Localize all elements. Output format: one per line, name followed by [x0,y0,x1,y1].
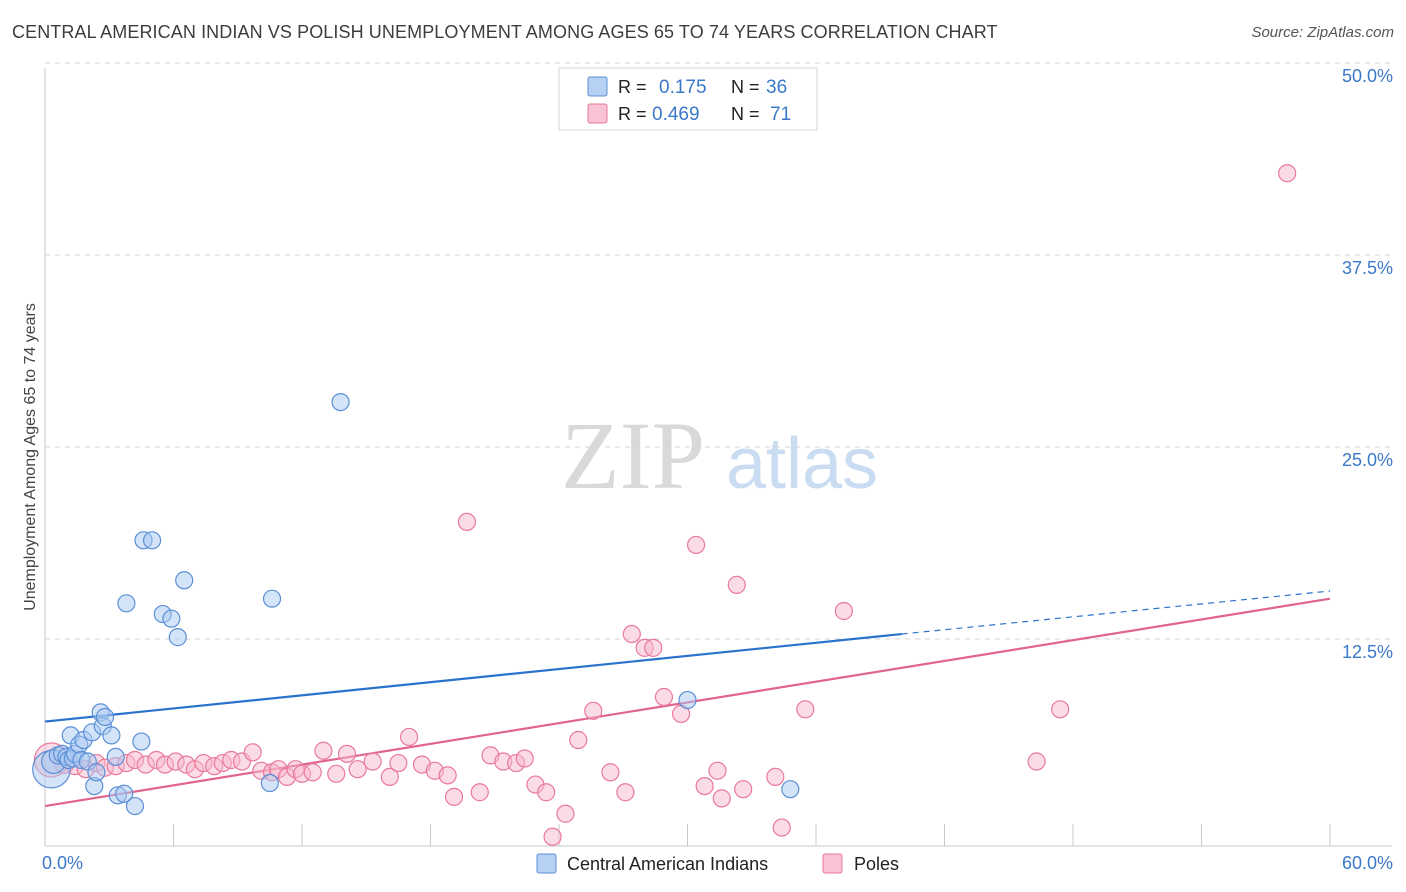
poles-point-40 [457,512,477,532]
central-american-indians-point-31 [175,571,194,590]
poles-point-62 [712,789,731,808]
poles-point-52 [601,763,620,782]
poles-point-45 [515,749,534,768]
x-tick-label-min: 0.0% [42,853,83,873]
poles-point-34 [389,753,408,773]
legend-label-poles[interactable]: Poles [854,854,899,874]
poles-point-47 [537,783,556,802]
poles-point-31 [348,760,367,779]
central-american-indians-point-25 [132,732,151,751]
poles-point-63 [727,575,746,594]
watermark-atlas: atlas [726,424,878,504]
central-american-indians-point-23 [117,594,136,613]
stats-legend-r-value-pink: 0.469 [652,104,700,125]
stats-legend-n-value-pink: 71 [770,104,791,125]
y-tick-labels: 12.5% 25.0% 37.5% 50.0% [1342,66,1393,662]
poles-point-66 [772,818,791,837]
trend-line-central-american-indians [44,632,902,723]
poles-point-28 [314,741,333,760]
trend-line-central-american-indians-projection [901,590,1331,635]
poles-point-38 [438,766,457,785]
watermark-zip: ZIP [561,402,705,509]
poles-point-20 [243,743,262,762]
central-american-indians-point-27 [142,531,162,550]
central-american-indians-point-32 [260,773,279,793]
central-american-indians-point-35 [678,690,697,710]
legend-swatch-poles[interactable] [822,853,843,874]
poles-point-68 [834,601,853,621]
central-american-indians-point-34 [331,392,350,412]
y-tick-label-0: 12.5% [1342,642,1393,662]
poles-point-56 [644,638,663,657]
y-tick-label-1: 25.0% [1342,450,1393,470]
poles-point-29 [327,764,346,783]
central-american-indians-point-19 [102,726,121,745]
poles-point-61 [708,761,727,780]
stats-legend-n-label-blue: N = [731,77,760,97]
poles-point-69 [1027,752,1046,771]
poles-point-35 [399,727,419,747]
poles-point-27 [303,763,322,782]
poles-point-57 [654,687,674,707]
y-axis-label: Unemployment Among Ages 65 to 74 years [22,303,39,611]
legend-swatch-central-american-indians[interactable] [536,853,557,874]
poles-point-48 [543,827,562,846]
central-american-indians-point-29 [162,609,181,628]
poles-point-33 [380,767,399,786]
poles-point-60 [695,776,714,796]
central-american-indians-point-22 [115,784,134,803]
poles-point-49 [556,804,575,823]
poles-point-41 [470,783,489,802]
poles-point-32 [363,752,382,771]
central-american-indians-point-36 [781,780,800,799]
central-american-indians-point-15 [87,763,106,782]
stats-legend-swatch-blue [587,76,608,97]
x-tick-label-max: 60.0% [1342,853,1393,873]
poles-point-67 [796,700,815,719]
poles-point-50 [569,730,588,750]
central-american-indians-point-20 [106,747,125,767]
poles-point-51 [584,701,603,720]
stats-legend-swatch-pink [587,103,608,124]
source-label: Source: ZipAtlas.com [1251,24,1394,41]
stats-legend-r-label-blue: R = [618,77,647,97]
grid-lines [45,62,1392,640]
central-american-indians-point-33 [262,589,282,608]
central-american-indians-point-24 [125,796,145,816]
poles-point-71 [1278,164,1297,183]
poles-point-59 [686,535,706,555]
y-tick-label-2: 37.5% [1342,258,1393,278]
stats-legend-n-value-blue: 36 [766,77,787,98]
chart-title: CENTRAL AMERICAN INDIAN VS POLISH UNEMPL… [12,22,998,42]
poles-point-30 [337,744,357,763]
poles-point-64 [734,780,753,799]
central-american-indians-point-30 [168,628,187,647]
poles-points [33,164,1297,846]
central-american-indians-points [32,392,800,816]
poles-point-65 [766,767,785,786]
y-tick-label-3: 50.0% [1342,66,1393,86]
x-tick-labels: 0.0% 60.0% [42,853,1393,873]
poles-point-53 [616,783,635,802]
central-american-indians-point-18 [95,707,115,727]
legend-label-central-american-indians[interactable]: Central American Indians [567,854,768,874]
stats-legend-n-label-pink: N = [731,104,760,124]
poles-point-70 [1051,700,1070,719]
poles-point-54 [622,624,641,644]
poles-point-39 [444,787,464,806]
stats-legend-r-label-pink: R = [618,104,647,124]
series-legend: Central American Indians Poles [536,853,899,874]
axes [44,68,1392,847]
stats-legend-r-value-blue: 0.175 [659,77,707,98]
stats-legend: R = 0.175 N = 36 R = 0.469 N = 71 [558,67,818,131]
